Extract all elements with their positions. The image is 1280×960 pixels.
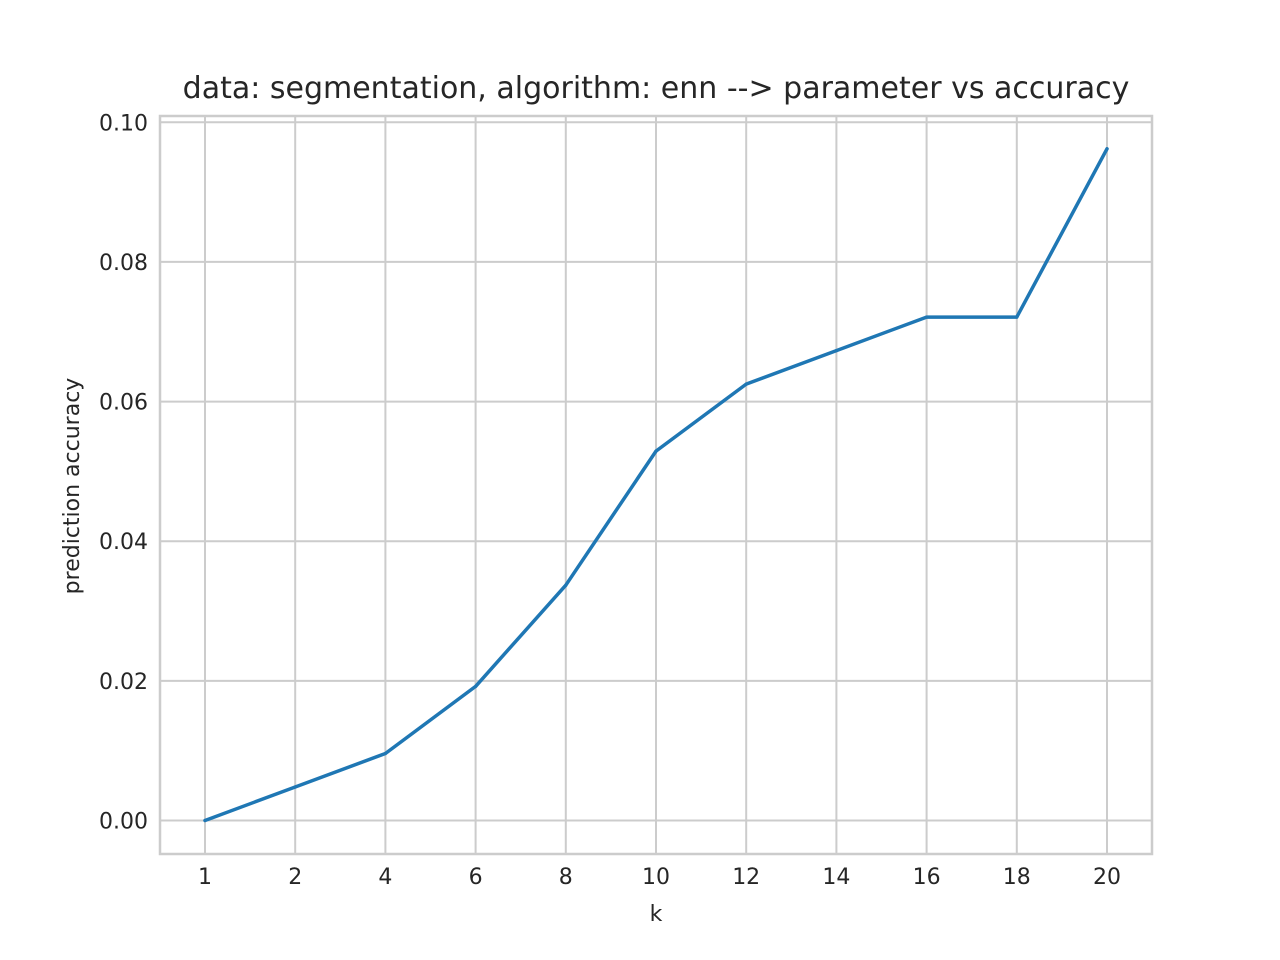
data-point: [1105, 147, 1109, 151]
data-point: [834, 348, 839, 353]
data-point: [654, 449, 658, 453]
y-tick-label: 0.08: [99, 251, 148, 276]
data-point: [203, 818, 207, 823]
x-tick-label: 1: [198, 865, 212, 890]
data-point: [564, 583, 568, 587]
y-tick-label: 0.06: [99, 391, 148, 416]
data-point: [925, 315, 929, 319]
x-tick-label: 10: [642, 865, 670, 890]
data-point: [1015, 315, 1019, 319]
data-point: [383, 751, 387, 756]
y-tick-label: 0.00: [99, 809, 148, 834]
x-tick-label: 4: [378, 865, 392, 890]
y-tick-labels: 0.00 0.02 0.04 0.06 0.08 0.10: [99, 111, 148, 834]
x-tick-label: 12: [732, 865, 760, 890]
x-tick-labels: 1 2 4 6 8 10 12 14 16 18 20: [198, 865, 1121, 890]
x-tick-label: 8: [559, 865, 573, 890]
series-layer: [203, 147, 1109, 823]
x-tick-label: 6: [469, 865, 483, 890]
data-point: [744, 382, 748, 386]
x-tick-label: 14: [822, 865, 850, 890]
y-tick-label: 0.04: [99, 530, 148, 555]
y-tick-label: 0.02: [99, 670, 148, 695]
x-tick-label: 16: [913, 865, 941, 890]
data-point: [293, 785, 297, 789]
grid: [160, 116, 1152, 854]
y-tick-label: 0.10: [99, 111, 148, 136]
x-tick-label: 18: [1003, 865, 1031, 890]
plot-frame: [158, 114, 1154, 856]
x-tick-label: 20: [1093, 865, 1121, 890]
x-tick-label: 2: [288, 865, 302, 890]
data-point: [474, 684, 478, 689]
chart-title: data: segmentation, algorithm: enn --> p…: [183, 71, 1130, 106]
y-axis-label: prediction accuracy: [60, 378, 85, 595]
x-axis-label: k: [650, 902, 663, 927]
